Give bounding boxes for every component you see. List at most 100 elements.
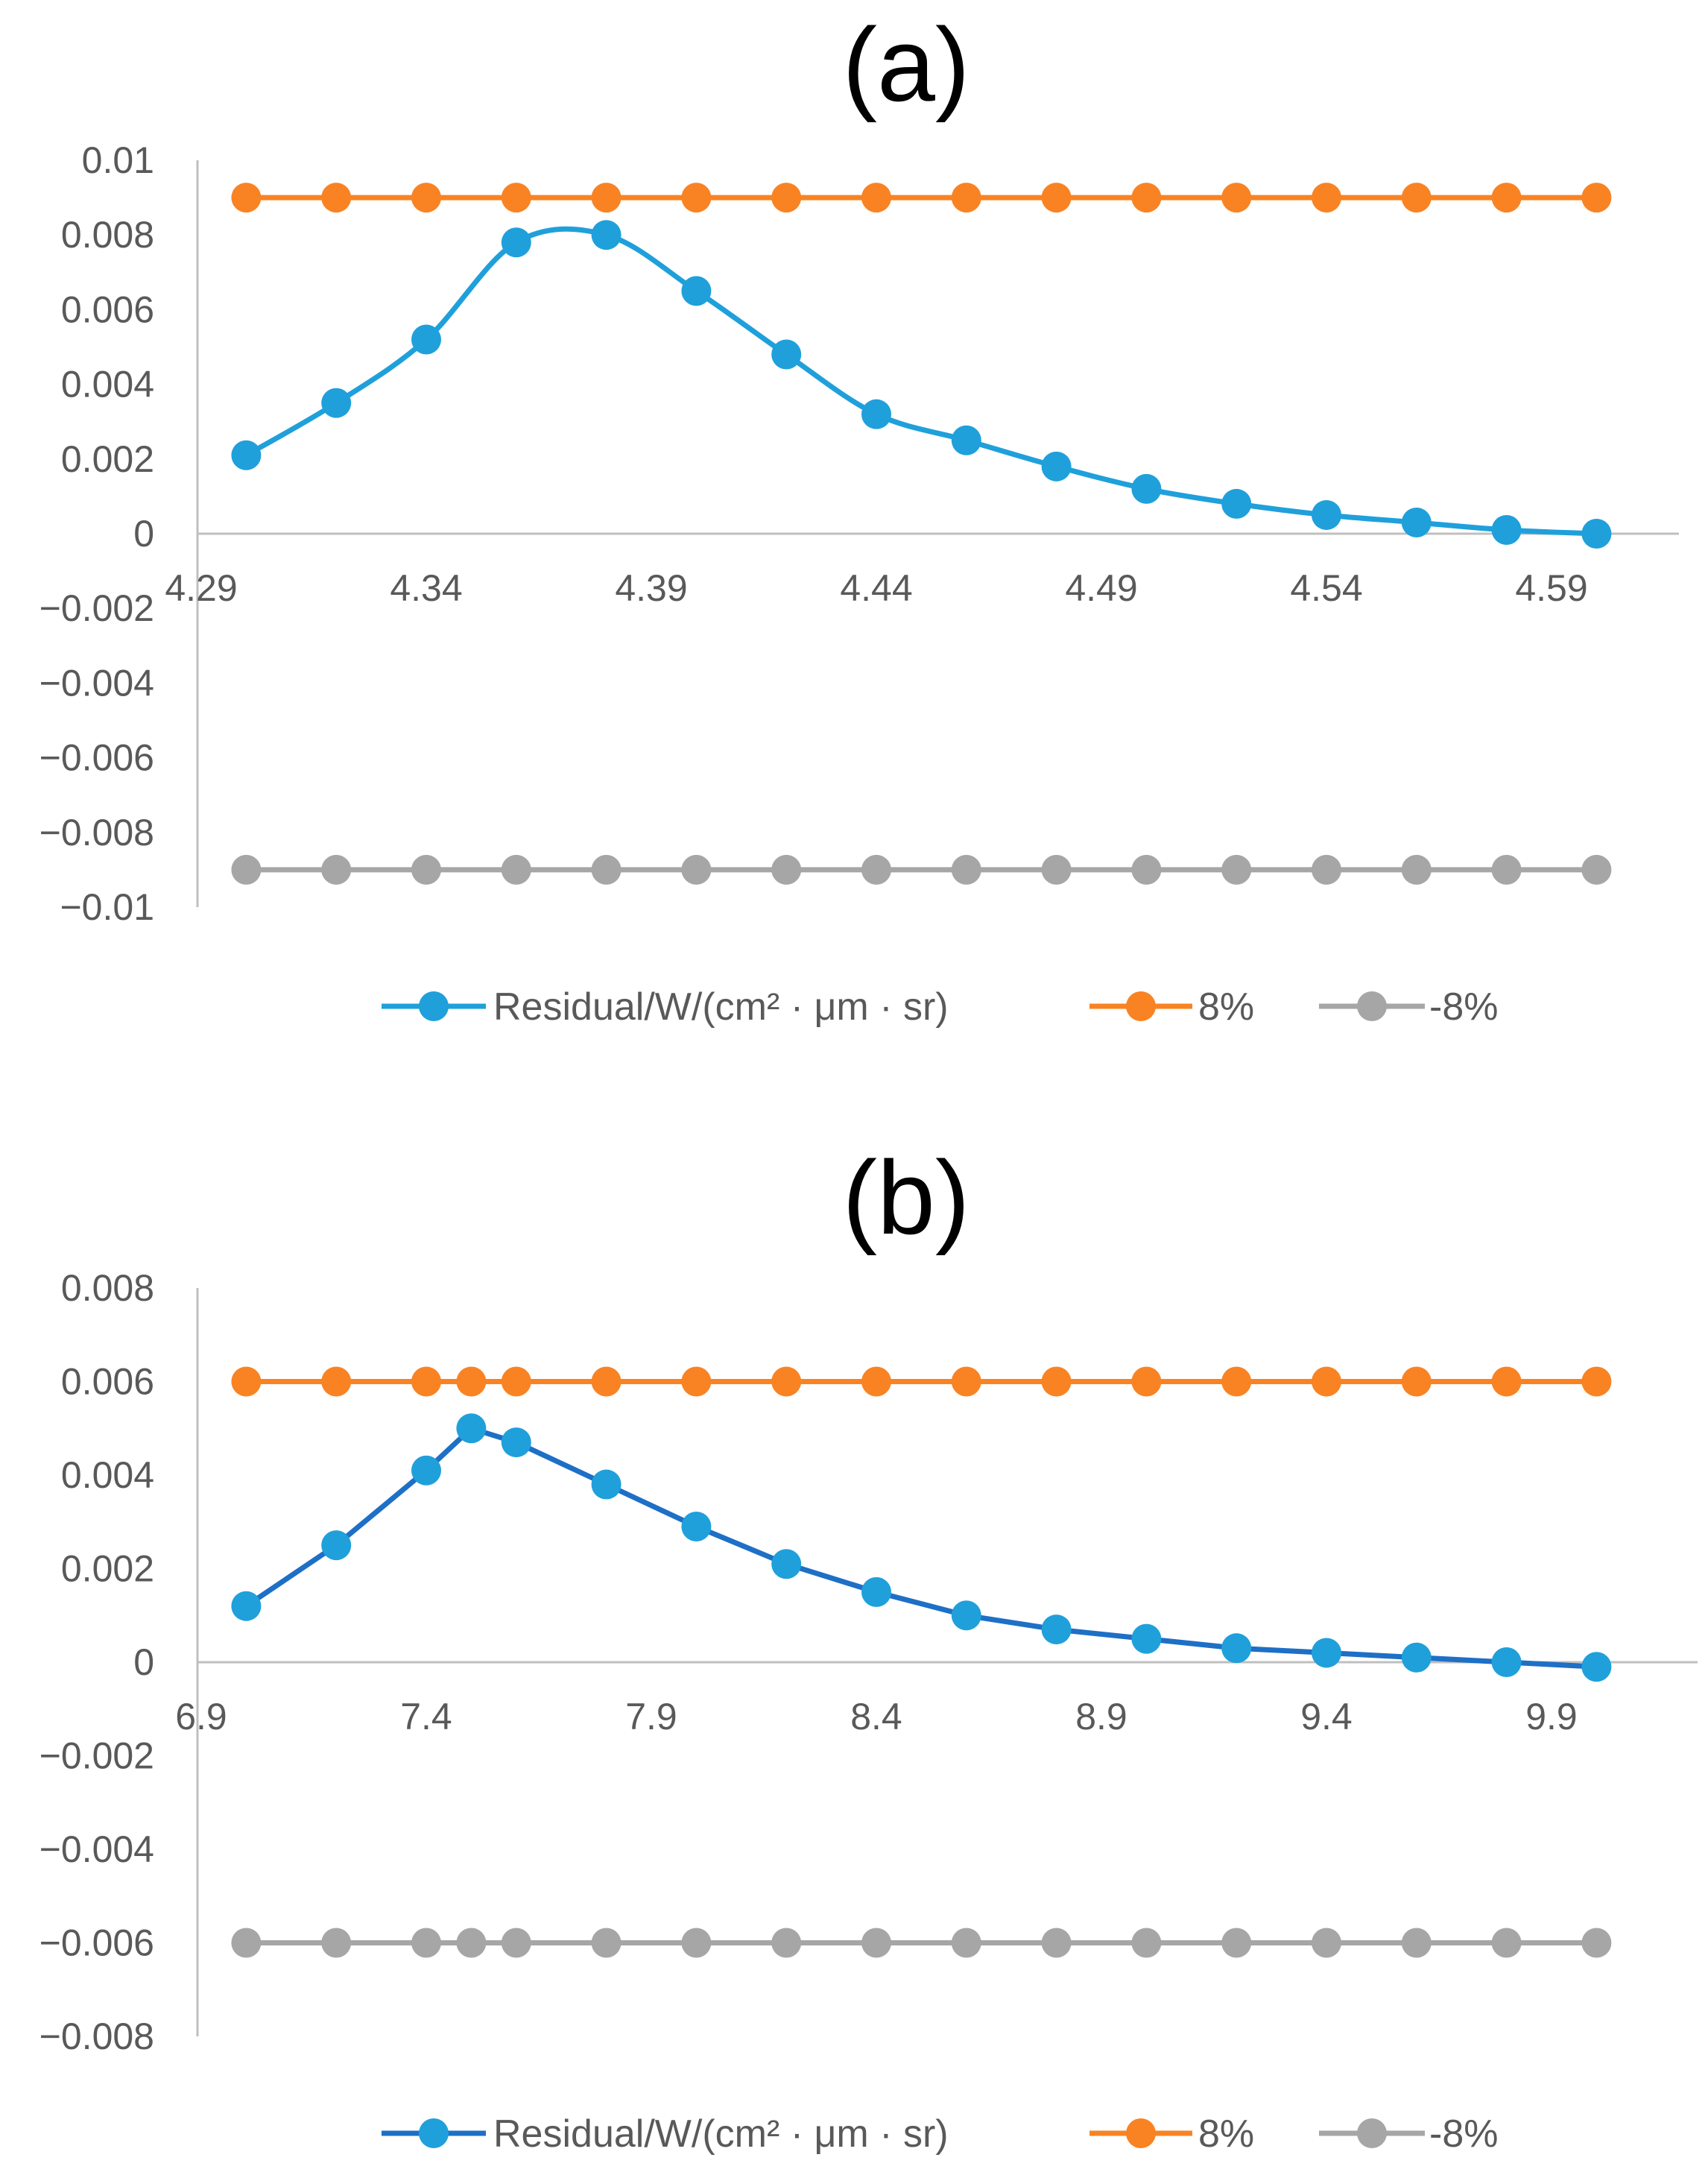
data-point-minus-8	[321, 1928, 352, 1958]
x-tick-label: 4.44	[840, 567, 912, 609]
data-point-minus-8	[951, 854, 981, 885]
data-point-minus-8	[321, 854, 352, 885]
data-point-residual	[1581, 519, 1612, 549]
legend-label-minus-8: -8%	[1429, 985, 1498, 1029]
chart-a-y-ticks: 0.01 0.008 0.006 0.004 0.002 0 −0.002 −0.004 −0.…	[39, 139, 154, 928]
data-point-minus-8	[501, 1928, 531, 1958]
data-point-residual	[1491, 1647, 1522, 1677]
y-tick-label: −0.004	[39, 1828, 154, 1870]
data-point-minus-8	[861, 1928, 891, 1958]
x-tick-label: 7.9	[625, 1696, 677, 1737]
data-point-plus-8	[771, 1366, 802, 1397]
data-point-plus-8	[411, 1366, 441, 1397]
data-point-plus-8	[1131, 1366, 1162, 1397]
legend-marker-plus-8	[1126, 991, 1156, 1021]
data-point-plus-8	[861, 1366, 891, 1397]
chart-b-title: (b)	[842, 1139, 970, 1256]
data-point-plus-8	[1041, 1366, 1072, 1397]
y-tick-label: 0.01	[82, 139, 154, 181]
data-point-plus-8	[1221, 1366, 1252, 1397]
chart-b-x-ticks: 6.9 7.4 7.9 8.4 8.9 9.4 9.9	[175, 1696, 1578, 1737]
data-point-plus-8	[771, 183, 802, 213]
y-tick-label: 0.002	[61, 1548, 154, 1590]
data-point-minus-8	[1221, 1928, 1252, 1958]
data-point-residual	[681, 1512, 712, 1542]
data-point-plus-8	[861, 183, 891, 213]
x-tick-label: 4.59	[1515, 567, 1587, 609]
data-point-minus-8	[681, 854, 712, 885]
legend-label-plus-8: 8%	[1198, 2112, 1254, 2156]
data-point-plus-8	[951, 183, 981, 213]
data-point-residual	[1401, 507, 1432, 537]
chart-b: (b) 0.008 0.006 0.004 0.002 0 −0.002 −0.004 −0.…	[39, 1139, 1698, 2156]
legend-item-minus-8: -8%	[1319, 2112, 1498, 2156]
data-point-minus-8	[1401, 1928, 1432, 1958]
data-point-plus-8	[321, 1366, 352, 1397]
data-point-residual	[591, 220, 621, 250]
chart-a-x-ticks: 4.29 4.34 4.39 4.44 4.49 4.54 4.59	[165, 567, 1587, 609]
y-tick-label: −0.01	[60, 886, 154, 928]
data-point-minus-8	[1041, 854, 1072, 885]
data-point-residual	[321, 1530, 352, 1561]
chart-b-series	[231, 1366, 1612, 1958]
x-tick-label: 8.9	[1075, 1696, 1127, 1737]
x-tick-label: 6.9	[175, 1696, 227, 1737]
data-point-plus-8	[681, 1366, 712, 1397]
chart-b-y-ticks: 0.008 0.006 0.004 0.002 0 −0.002 −0.004 −0.006 −…	[39, 1267, 154, 2057]
data-point-minus-8	[861, 854, 891, 885]
data-point-residual	[501, 227, 531, 258]
data-point-residual	[1131, 1623, 1162, 1654]
data-point-residual	[1491, 514, 1522, 545]
legend-marker-residual	[419, 2118, 449, 2148]
data-point-minus-8	[1312, 854, 1341, 885]
data-point-residual	[1221, 488, 1252, 519]
data-point-minus-8	[411, 1928, 441, 1958]
x-tick-label: 8.4	[850, 1696, 902, 1737]
data-point-minus-8	[1131, 854, 1162, 885]
data-point-plus-8	[1491, 1366, 1522, 1397]
data-point-plus-8	[501, 183, 531, 213]
data-point-plus-8	[501, 1366, 531, 1397]
data-point-residual	[1221, 1633, 1252, 1664]
data-point-residual	[1312, 499, 1341, 530]
data-point-minus-8	[1491, 854, 1522, 885]
legend-item-minus-8: -8%	[1319, 985, 1498, 1029]
legend-label-residual: Residual/W/(cm² · μm · sr)	[493, 985, 949, 1029]
x-tick-label: 4.39	[615, 567, 687, 609]
data-point-plus-8	[231, 183, 262, 213]
data-point-residual	[771, 339, 802, 370]
data-point-minus-8	[771, 854, 802, 885]
y-tick-label: 0.006	[61, 1361, 154, 1403]
data-point-residual	[951, 1600, 981, 1631]
data-point-residual	[456, 1413, 487, 1444]
data-point-residual	[1312, 1638, 1341, 1668]
data-point-plus-8	[1401, 183, 1432, 213]
series-line-residual	[243, 226, 1599, 537]
y-tick-label: 0.006	[61, 288, 154, 330]
y-tick-label: −0.002	[39, 1735, 154, 1777]
x-tick-label: 4.34	[390, 567, 462, 609]
data-point-residual	[681, 276, 712, 306]
data-point-plus-8	[681, 183, 712, 213]
data-point-residual	[411, 1455, 441, 1486]
data-point-minus-8	[1221, 854, 1252, 885]
y-tick-label: −0.008	[39, 2016, 154, 2057]
data-point-plus-8	[321, 183, 352, 213]
data-point-residual	[231, 1591, 262, 1621]
chart-a-legend: Residual/W/(cm² · μm · sr) 8% -8%	[382, 985, 1498, 1029]
legend-marker-residual	[419, 991, 449, 1021]
data-point-minus-8	[1401, 854, 1432, 885]
data-point-plus-8	[456, 1366, 487, 1397]
x-tick-label: 9.4	[1300, 1696, 1353, 1737]
legend-marker-minus-8	[1357, 991, 1387, 1021]
data-point-plus-8	[1221, 183, 1252, 213]
data-point-minus-8	[1131, 1928, 1162, 1958]
data-point-minus-8	[951, 1928, 981, 1958]
data-point-plus-8	[951, 1366, 981, 1397]
y-tick-label: 0.004	[61, 1454, 154, 1496]
data-point-residual	[321, 388, 352, 418]
data-point-plus-8	[1401, 1366, 1432, 1397]
data-point-plus-8	[1581, 183, 1612, 213]
y-tick-label: 0.008	[61, 1267, 154, 1309]
